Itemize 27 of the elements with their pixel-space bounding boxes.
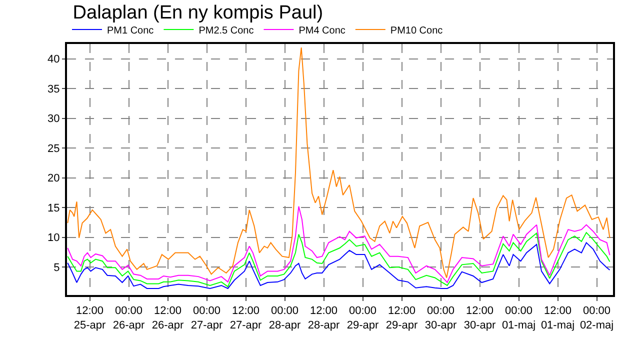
- x-tick-label: 00:00 28-apr: [268, 305, 301, 332]
- legend-label: PM10 Conc: [390, 25, 443, 36]
- x-tick-label: 12:00 01-maj: [540, 305, 575, 332]
- x-tick-label: 12:00 29-apr: [386, 305, 418, 332]
- y-tick-label: 25: [48, 142, 60, 155]
- x-tick-label: 00:00 02-maj: [580, 305, 614, 332]
- y-tick-label: 40: [48, 54, 60, 66]
- chart-title: Dalaplan (En ny kompis Paul): [72, 2, 324, 24]
- x-tick-label: 12:00 26-apr: [152, 305, 184, 332]
- x-tick-label: 12:00 25-apr: [74, 305, 106, 332]
- y-tick-label: 30: [48, 113, 60, 126]
- x-tick-label: 00:00 30-apr: [424, 305, 457, 332]
- x-tick-label: 12:00 30-apr: [464, 305, 496, 332]
- y-tick-label: 10: [48, 232, 60, 244]
- legend-label: PM1 Conc: [107, 25, 154, 36]
- y-tick-label: 15: [48, 202, 60, 214]
- x-tick-label: 00:00 29-apr: [346, 305, 379, 332]
- legend-label: PM2.5 Conc: [198, 25, 254, 36]
- x-tick-label: 00:00 26-apr: [112, 305, 145, 332]
- x-tick-label: 00:00 27-apr: [190, 305, 223, 332]
- y-tick-label: 5: [54, 262, 60, 274]
- y-tick-label: 20: [48, 172, 60, 185]
- x-tick-label: 00:00 01-maj: [502, 305, 536, 332]
- y-tick-label: 35: [48, 83, 60, 96]
- x-tick-label: 12:00 28-apr: [308, 305, 340, 332]
- legend-label: PM4 Conc: [298, 25, 346, 36]
- x-tick-label: 12:00 27-apr: [230, 305, 262, 332]
